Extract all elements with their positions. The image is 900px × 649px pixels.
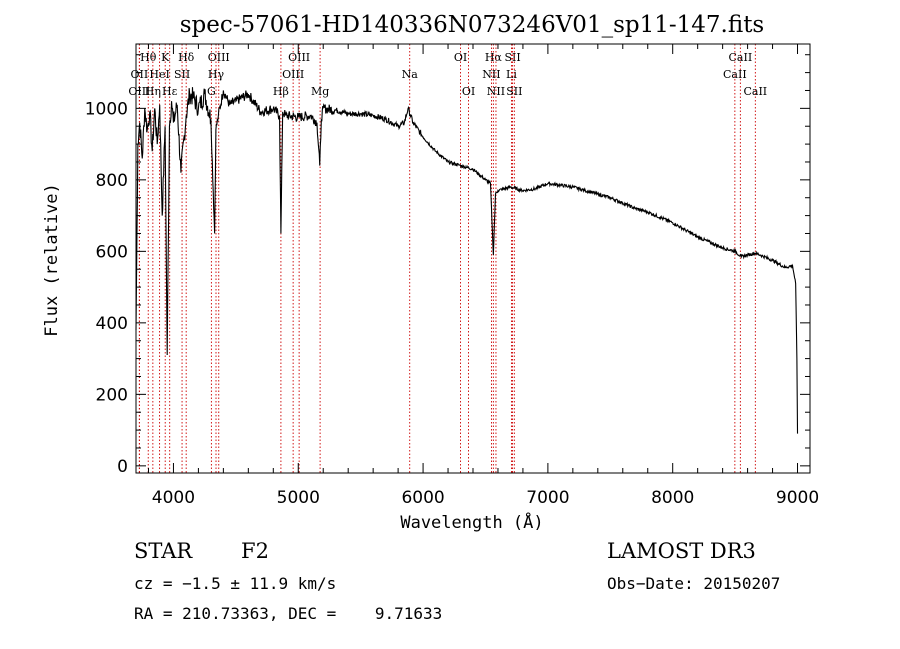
line-markers: Hθ OII OIII K HeI Hη SII Hε Hδ OIII Hγ G Hβ OIII OIII M… — [128, 44, 767, 473]
object-class: STAR — [134, 539, 193, 563]
marker-label: OIII — [282, 68, 304, 81]
y-tick-label: 800 — [96, 171, 128, 191]
marker-label: CaII — [723, 68, 747, 81]
marker-label: K — [161, 51, 170, 64]
marker-label: Hη — [145, 85, 161, 98]
axis-ticks: 4000 5000 6000 7000 8000 9000 0 200 400 600 800 100… — [85, 44, 819, 508]
y-tick-label: 400 — [96, 314, 128, 334]
marker-label: Mg — [311, 85, 329, 98]
marker-label: Li — [506, 68, 517, 81]
marker-label: OIII — [288, 51, 310, 64]
y-tick-label: 600 — [96, 242, 128, 262]
x-tick-label: 5000 — [277, 488, 320, 508]
marker-label: Na — [402, 68, 419, 81]
plot-frame — [135, 43, 811, 474]
spectrum-line — [135, 87, 799, 434]
y-axis-label: Flux (relative) — [42, 183, 62, 337]
marker-label: SII — [506, 85, 522, 98]
x-tick-label: 7000 — [526, 488, 569, 508]
marker-label: NII — [482, 68, 500, 81]
marker-label: OI — [454, 51, 467, 64]
x-tick-label: 8000 — [651, 488, 694, 508]
chart-title: spec-57061-HD140336N073246V01_sp11-147.f… — [180, 12, 765, 38]
marker-label: OIII — [128, 85, 150, 98]
marker-label: NII — [487, 85, 505, 98]
marker-label: Hα — [485, 51, 503, 64]
x-axis-label: Wavelength (Å) — [400, 511, 543, 533]
marker-label: Hε — [162, 85, 178, 98]
survey-name: LAMOST DR3 — [607, 539, 756, 563]
marker-label: OII — [131, 68, 149, 81]
marker-label: Hβ — [273, 85, 289, 98]
marker-label: SII — [504, 51, 520, 64]
marker-label: Hγ — [208, 68, 225, 81]
x-tick-label: 6000 — [401, 488, 444, 508]
marker-label: CaII — [743, 85, 767, 98]
marker-label: OIII — [208, 51, 230, 64]
x-tick-label: 9000 — [776, 488, 819, 508]
marker-label: Hδ — [178, 51, 195, 64]
y-tick-label: 1000 — [85, 99, 128, 119]
x-tick-label: 4000 — [152, 488, 195, 508]
y-tick-label: 0 — [117, 457, 128, 477]
observation-date: Obs−Date: 20150207 — [607, 574, 781, 593]
marker-label: OI — [462, 85, 475, 98]
redshift-cz: cz = −1.5 ± 11.9 km/s — [134, 574, 337, 593]
y-tick-label: 200 — [96, 385, 128, 405]
marker-label: G — [207, 85, 216, 98]
ra-dec-coordinates: RA = 210.73363, DEC = 9.71633 — [134, 604, 443, 623]
marker-label: HeI — [149, 68, 169, 81]
marker-label: Hθ — [140, 51, 157, 64]
marker-label: SII — [174, 68, 190, 81]
marker-label: CaII — [729, 51, 753, 64]
spectral-subclass: F2 — [241, 539, 269, 563]
